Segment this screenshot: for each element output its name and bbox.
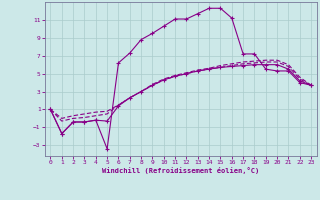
X-axis label: Windchill (Refroidissement éolien,°C): Windchill (Refroidissement éolien,°C) (102, 167, 260, 174)
